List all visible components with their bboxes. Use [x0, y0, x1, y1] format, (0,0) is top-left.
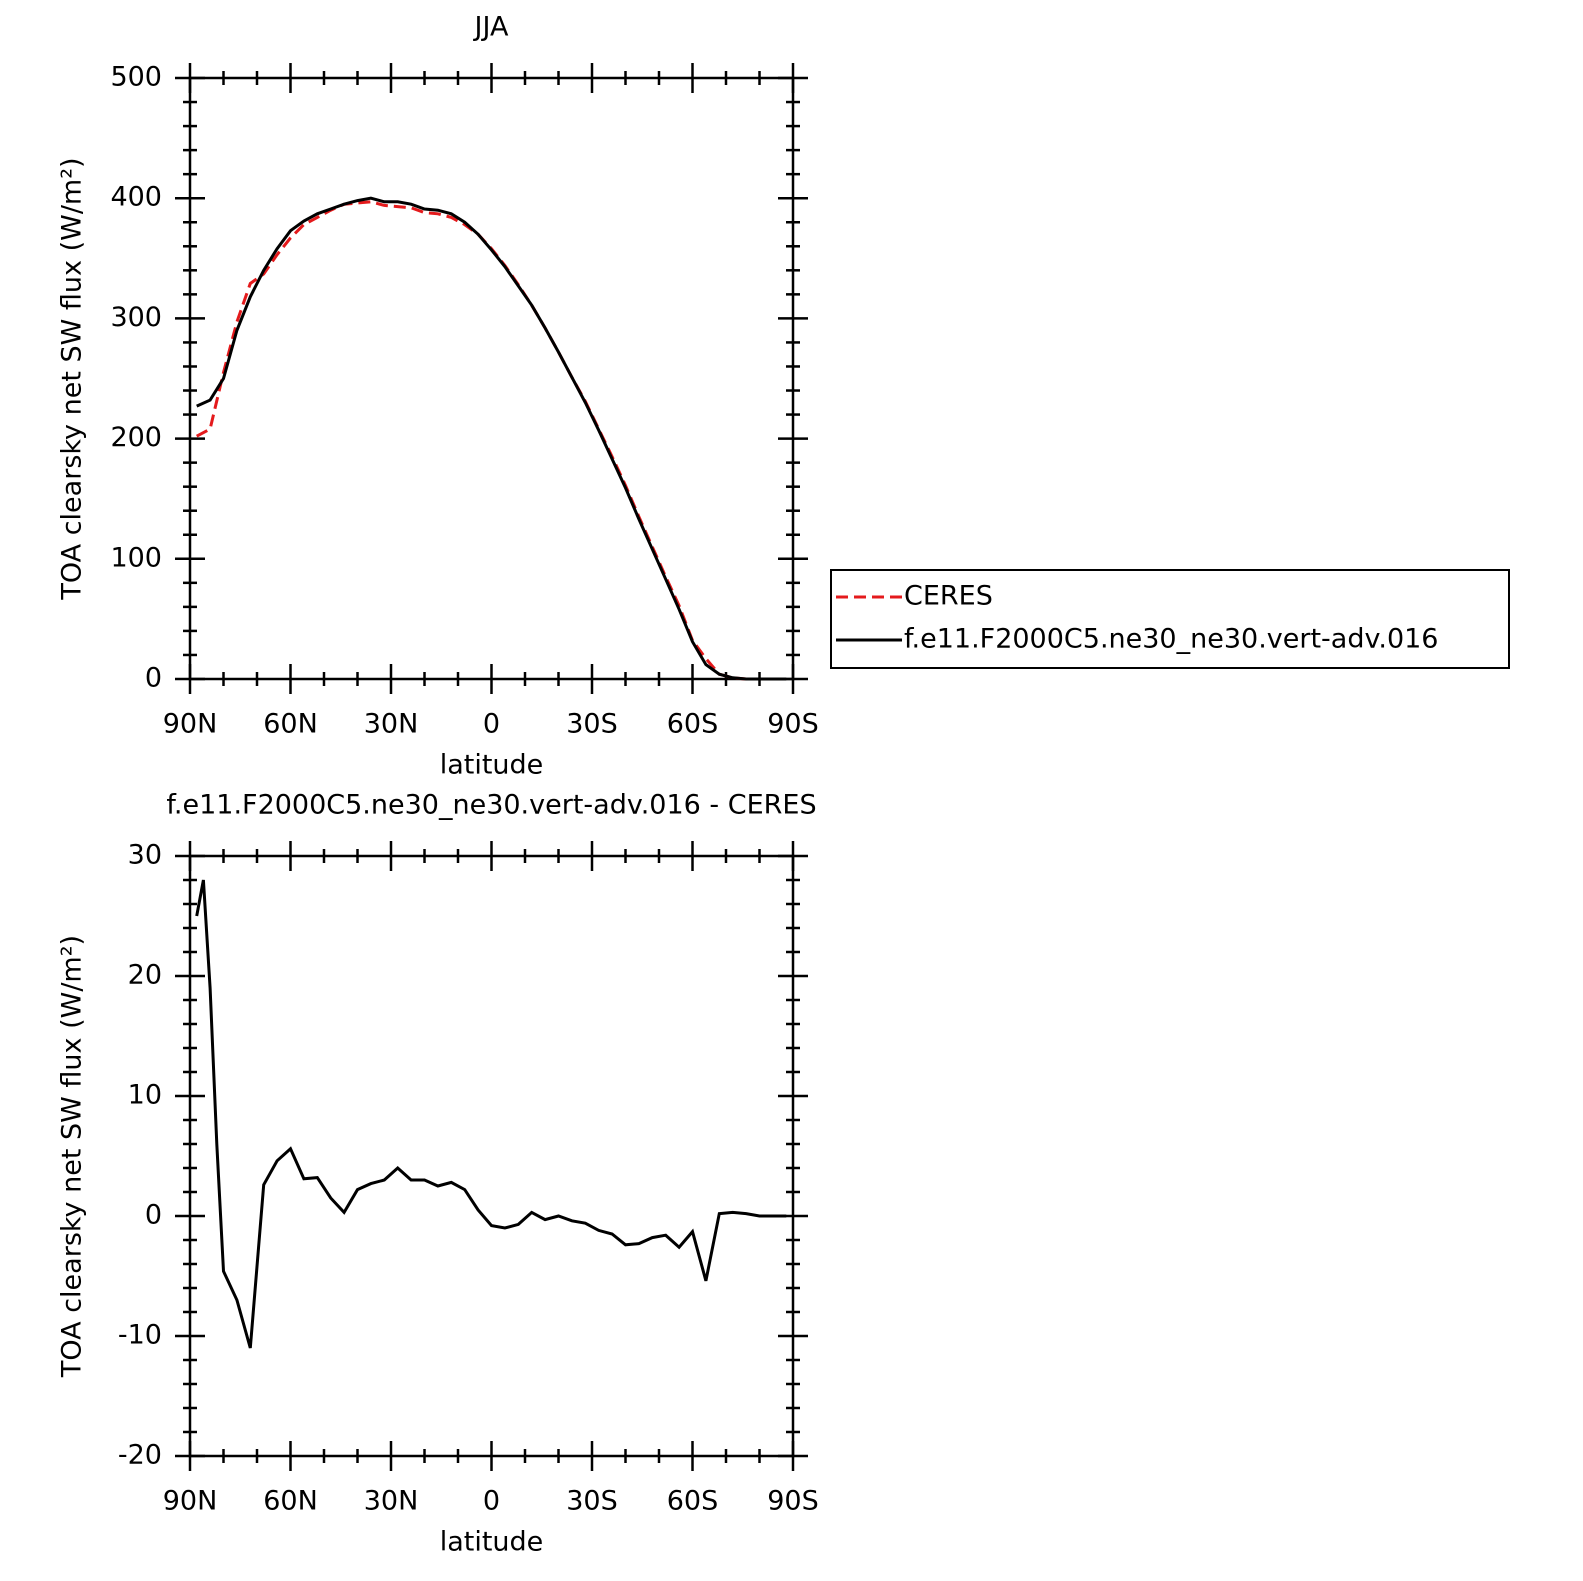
x-tick-label: 60S	[667, 1486, 719, 1517]
y-tick-label: 0	[145, 663, 162, 694]
y-tick-label: 0	[145, 1200, 162, 1231]
y-tick-label: 400	[110, 182, 162, 213]
x-tick-label: 90S	[767, 709, 819, 740]
y-tick-label: 300	[110, 302, 162, 333]
x-tick-label: 30N	[364, 709, 419, 740]
x-tick-label: 0	[483, 709, 500, 740]
y-tick-label: 30	[128, 840, 162, 871]
y-tick-label: 500	[110, 62, 162, 93]
y-tick-label: -20	[118, 1440, 162, 1471]
legend-label: CERES	[904, 581, 993, 612]
x-tick-label: 30S	[566, 709, 618, 740]
x-axis-label: latitude	[440, 1527, 544, 1558]
y-tick-label: 20	[128, 960, 162, 991]
chart-title: f.e11.F2000C5.ne30_ne30.vert-adv.016 - C…	[166, 790, 816, 821]
plot-frame	[188, 76, 795, 681]
x-tick-label: 0	[483, 1486, 500, 1517]
x-tick-label: 60S	[667, 709, 719, 740]
x-axis-label: latitude	[440, 750, 544, 781]
x-tick-label: 90N	[163, 709, 218, 740]
chart-title: JJA	[473, 12, 509, 43]
x-tick-label: 90N	[163, 1486, 218, 1517]
x-tick-label: 60N	[263, 709, 318, 740]
y-tick-label: -10	[118, 1320, 162, 1351]
legend-box	[830, 569, 1510, 669]
series-line	[195, 200, 787, 681]
series-line	[195, 879, 787, 1349]
y-tick-label: 200	[110, 422, 162, 453]
y-axis-label: TOA clearsky net SW flux (W/m²)	[57, 935, 88, 1378]
series-line	[196, 196, 787, 681]
y-tick-label: 10	[128, 1080, 162, 1111]
legend: CERES f.e11.F2000C5.ne30_ne30.vert-adv.01…	[830, 569, 1510, 669]
y-axis-label: TOA clearsky net SW flux (W/m²)	[57, 157, 88, 600]
y-tick-label: 100	[110, 542, 162, 573]
x-tick-label: 60N	[263, 1486, 318, 1517]
x-tick-label: 30S	[566, 1486, 618, 1517]
x-tick-label: 90S	[767, 1486, 819, 1517]
legend-label: f.e11.F2000C5.ne30_ne30.vert-adv.016	[904, 624, 1438, 655]
x-tick-label: 30N	[364, 1486, 419, 1517]
